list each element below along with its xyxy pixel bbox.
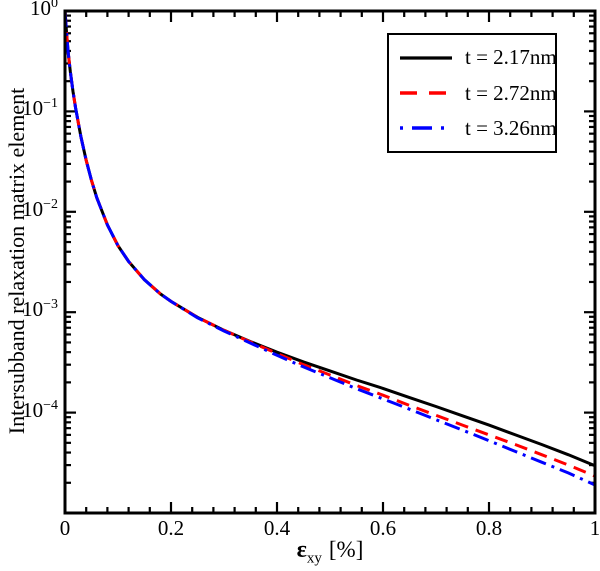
plot-frame: [63, 9, 597, 515]
legend-dashdot-line-sample: [400, 126, 452, 130]
y-tick-label: 10−1: [22, 96, 58, 121]
x-axis-subscript: xy: [306, 550, 322, 567]
legend-label: t = 3.26nm: [465, 115, 557, 140]
legend-label: t = 2.72nm: [465, 80, 557, 105]
legend-dashed-line-sample: [400, 91, 452, 95]
x-tick-label: 0.8: [475, 516, 503, 540]
epsilon-symbol: ε: [296, 537, 307, 563]
legend: t = 2.17nm t = 2.72nm t = 3.26nm: [387, 33, 557, 153]
series-line-2: [63, 10, 596, 487]
x-tick-label: 0.6: [369, 516, 397, 540]
x-axis-title: εxy [%]: [296, 537, 364, 567]
y-tick-label: 10−2: [22, 196, 58, 221]
x-tick-label: 0: [59, 516, 71, 540]
y-tick-label: 10−3: [22, 297, 58, 322]
legend-entry-t-2.72nm: t = 2.72nm: [400, 80, 557, 106]
y-tick-label: 10−4: [22, 397, 58, 422]
x-tick-label: 0.2: [157, 516, 185, 540]
legend-entry-t-2.17nm: t = 2.17nm: [400, 45, 557, 70]
x-axis-unit: [%]: [328, 537, 364, 562]
y-axis-title: Intersubband relaxation matrix element: [4, 87, 29, 435]
legend-solid-line-sample: [400, 56, 452, 60]
y-tick-label: 100: [30, 0, 58, 20]
x-tick-label: 1: [589, 516, 600, 540]
legend-label: t = 2.17nm: [465, 45, 557, 70]
legend-entry-t-3.26nm: t = 3.26nm: [400, 115, 557, 141]
x-tick-label: 0.4: [263, 516, 291, 540]
